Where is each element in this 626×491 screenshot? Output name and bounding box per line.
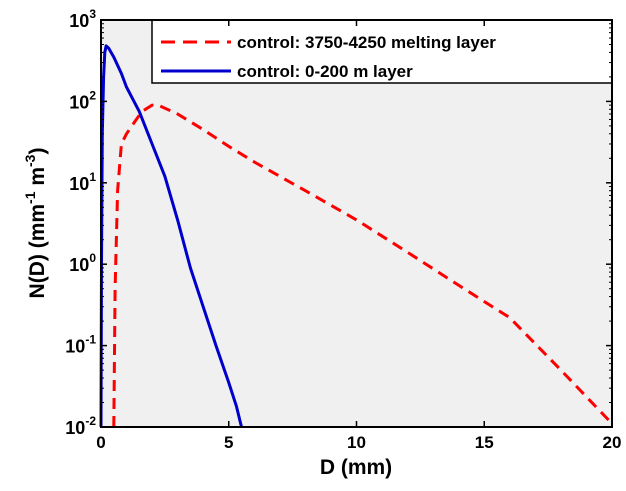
y-axis-label-exp2: -3	[22, 154, 38, 167]
y-axis-label: N(D) (mm-1 m-3)	[22, 148, 49, 299]
legend-label-2: control: 0-200 m layer	[237, 62, 413, 81]
y-tick-label: 10-1	[65, 333, 96, 357]
y-tick-label: 100	[69, 251, 96, 275]
x-axis-label: D (mm)	[320, 456, 392, 479]
y-axis-label-mid: m	[26, 167, 49, 192]
y-tick-label: 10-2	[65, 414, 96, 438]
y-axis-label-exp1: -1	[22, 191, 38, 204]
series-line-2	[99, 44, 243, 428]
tick-layer: 0 5 10 15 20 10-2 10-1 100 101 102 103	[65, 7, 621, 452]
plot-background	[101, 20, 612, 427]
series-layer	[99, 44, 614, 428]
y-tick-label: 102	[69, 88, 96, 112]
x-tick-label: 15	[475, 433, 494, 452]
legend: control: 3750-4250 melting layer control:…	[151, 19, 613, 84]
y-tick-label: 103	[69, 7, 96, 31]
x-tick-label: 0	[96, 433, 105, 452]
y-axis-label-main: N(D) (mm	[26, 204, 49, 299]
legend-label-1: control: 3750-4250 melting layer	[237, 33, 496, 52]
x-tick-label: 20	[603, 433, 622, 452]
y-tick-label: 101	[69, 170, 96, 194]
x-tick-label: 10	[347, 433, 366, 452]
y-axis-label-end: )	[26, 148, 49, 155]
x-tick-label: 5	[224, 433, 233, 452]
